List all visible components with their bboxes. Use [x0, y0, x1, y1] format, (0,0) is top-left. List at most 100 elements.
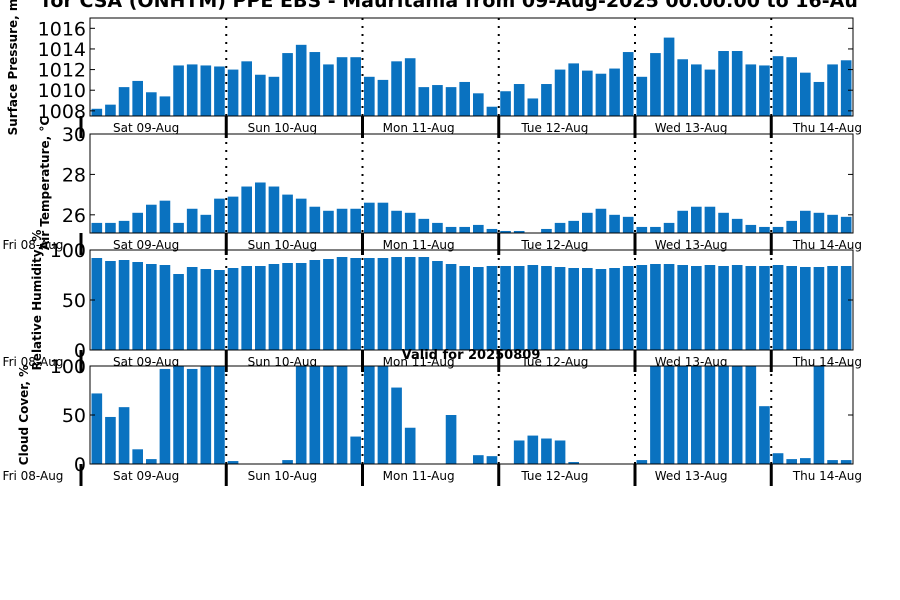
bar	[568, 220, 579, 233]
y-tick-label: 100	[50, 240, 86, 262]
bar	[227, 196, 239, 233]
bar	[132, 80, 143, 116]
x-tick-label: Fri 08-Aug	[3, 238, 64, 252]
bar	[582, 268, 593, 350]
bar	[813, 267, 825, 350]
bar	[527, 435, 539, 464]
bar	[146, 459, 157, 464]
y-tick-label: 50	[62, 405, 86, 427]
bar	[227, 461, 239, 464]
bar	[718, 366, 729, 464]
bar	[91, 393, 103, 464]
bar	[255, 266, 266, 350]
bar	[105, 261, 116, 350]
valid-label: Valid for 20250809	[402, 348, 541, 363]
bar	[173, 65, 184, 116]
bar	[173, 222, 184, 233]
bar	[473, 224, 484, 233]
bar	[813, 212, 825, 233]
bar	[554, 267, 566, 350]
bar	[636, 460, 648, 464]
bar	[800, 458, 811, 464]
bar	[718, 51, 729, 117]
bar	[554, 69, 566, 116]
bar	[786, 57, 797, 116]
bar	[159, 265, 171, 350]
bar	[146, 264, 157, 350]
bar	[840, 60, 852, 116]
bar	[677, 366, 688, 464]
bar	[677, 210, 688, 233]
bar	[663, 366, 675, 464]
bar	[282, 194, 293, 233]
bar	[459, 81, 470, 116]
bar	[295, 198, 307, 233]
bar	[840, 216, 852, 233]
bar	[568, 63, 579, 116]
bar	[268, 264, 280, 350]
bar	[691, 266, 702, 350]
plot-frame	[89, 133, 854, 234]
bar	[227, 268, 239, 350]
bar	[541, 266, 552, 350]
bar	[282, 460, 293, 464]
bar	[800, 267, 811, 350]
bar	[323, 366, 334, 464]
bar	[132, 212, 143, 233]
bar	[691, 64, 702, 116]
bar	[813, 81, 825, 116]
bar	[840, 266, 852, 350]
bar	[214, 270, 225, 350]
bar	[118, 407, 130, 464]
x-tick-label: Mon 11-Aug	[383, 238, 455, 252]
bar	[445, 226, 457, 233]
bar	[227, 69, 239, 116]
y-tick-label: 30	[62, 124, 86, 146]
bar	[295, 366, 307, 464]
bar	[704, 206, 716, 233]
bar	[159, 96, 171, 116]
bar	[282, 263, 293, 350]
bar	[295, 44, 307, 116]
bar	[622, 52, 634, 116]
bar	[336, 257, 348, 350]
bar	[609, 268, 620, 350]
bar	[309, 206, 321, 233]
x-tick-label: Tue 12-Aug	[520, 238, 588, 252]
y-tick-label: 1010	[38, 80, 86, 102]
x-tick-label: Thu 14-Aug	[792, 469, 862, 483]
bar	[146, 92, 157, 116]
bar	[609, 68, 620, 116]
x-tick-label: Sat 09-Aug	[113, 355, 179, 369]
x-tick-label: Mon 11-Aug	[383, 469, 455, 483]
bar	[568, 462, 579, 464]
bar	[513, 266, 525, 350]
bar	[827, 214, 838, 233]
x-tick-label: Sun 10-Aug	[248, 121, 317, 135]
bar	[432, 222, 443, 233]
bar	[309, 366, 321, 464]
bar	[745, 266, 757, 350]
bar	[404, 427, 416, 464]
bar	[622, 216, 634, 233]
bar	[445, 87, 457, 116]
bar	[377, 366, 389, 464]
bar	[336, 366, 348, 464]
bar	[91, 258, 103, 350]
bar	[350, 57, 361, 116]
bar	[827, 266, 838, 350]
bar	[759, 266, 770, 350]
bar	[445, 415, 457, 464]
bar	[159, 200, 171, 233]
bar	[214, 198, 225, 233]
bar	[200, 214, 212, 233]
bar	[745, 64, 757, 116]
x-tick-label: Sat 09-Aug	[113, 238, 179, 252]
bar	[827, 460, 838, 464]
bar	[800, 72, 811, 116]
bar	[364, 366, 375, 464]
bar	[677, 59, 688, 116]
